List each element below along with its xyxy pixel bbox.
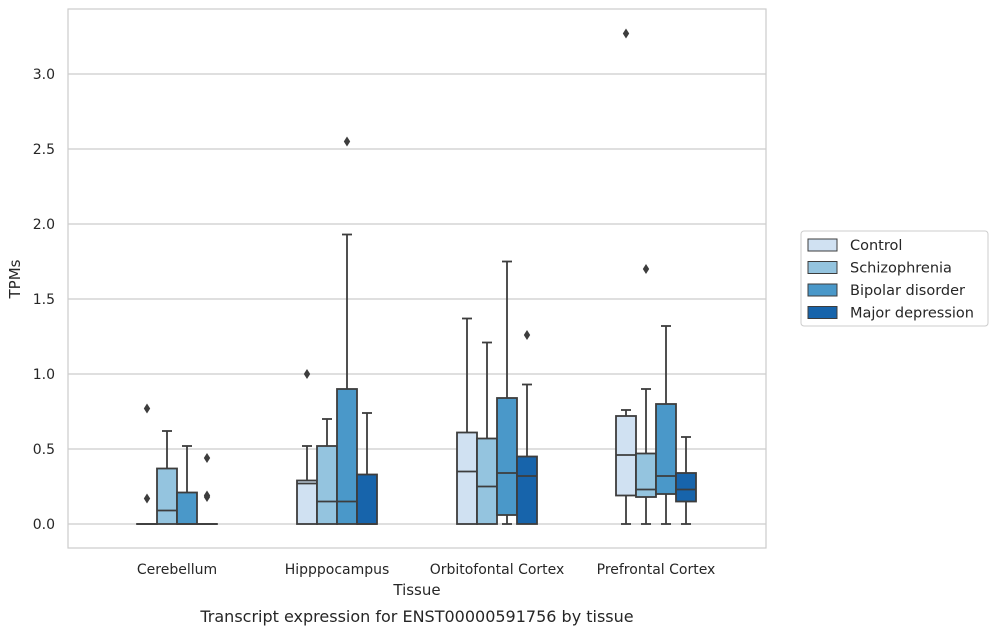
legend: Control Schizophrenia Bipolar disorder Majo… bbox=[800, 230, 989, 327]
y-tick-labels: 0.0 0.5 1.0 1.5 2.0 2.5 3.0 bbox=[33, 67, 55, 533]
y-tick-label: 0.0 bbox=[33, 517, 55, 533]
chart-caption: Transcript expression for ENST0000059175… bbox=[199, 607, 633, 626]
box-group bbox=[176, 445, 198, 525]
outlier-point bbox=[303, 369, 311, 379]
y-tick-label: 3.0 bbox=[33, 67, 55, 83]
y-tick-label: 1.0 bbox=[33, 367, 55, 383]
plot-area-frame bbox=[67, 8, 767, 549]
box bbox=[156, 467, 178, 525]
box bbox=[516, 455, 538, 525]
legend-swatch bbox=[807, 238, 838, 252]
box bbox=[635, 452, 657, 498]
outlier-point bbox=[203, 453, 211, 463]
box bbox=[336, 388, 358, 525]
legend-label: Bipolar disorder bbox=[850, 283, 965, 299]
outlier-point bbox=[343, 136, 351, 147]
outlier-point bbox=[143, 493, 151, 504]
x-tick-label: Cerebellum bbox=[137, 562, 217, 578]
box-group bbox=[336, 136, 358, 525]
box-group bbox=[496, 260, 518, 525]
box-group bbox=[196, 453, 218, 525]
box-group bbox=[615, 28, 637, 525]
x-axis-label: Tissue bbox=[392, 581, 440, 599]
x-tick-labels: Cerebellum Hipppocampus Orbitofontal Corte… bbox=[137, 562, 715, 578]
legend-swatch bbox=[807, 306, 838, 319]
x-tick-label: Prefrontal Cortex bbox=[597, 562, 716, 578]
box bbox=[675, 472, 697, 503]
box-group bbox=[635, 264, 657, 525]
box bbox=[176, 491, 198, 525]
outlier-point bbox=[523, 330, 531, 340]
box bbox=[296, 479, 318, 525]
legend-label: Schizophrenia bbox=[850, 261, 952, 277]
box-group bbox=[516, 330, 538, 525]
box bbox=[655, 403, 677, 495]
boxes bbox=[136, 28, 697, 525]
x-tick-label: Orbitofontal Cortex bbox=[430, 562, 565, 578]
outlier-point bbox=[642, 264, 650, 274]
y-tick-label: 2.5 bbox=[33, 142, 55, 158]
box bbox=[456, 431, 478, 525]
legend-label: Control bbox=[850, 238, 902, 254]
y-axis-label: TPMs bbox=[6, 259, 24, 299]
outlier-point bbox=[203, 490, 211, 501]
box-group bbox=[316, 418, 338, 525]
box-group bbox=[356, 412, 378, 525]
box-group bbox=[675, 436, 697, 525]
box bbox=[476, 437, 498, 525]
outlier-point bbox=[143, 403, 151, 414]
outlier-point bbox=[622, 28, 630, 39]
box bbox=[496, 397, 518, 516]
legend-label: Major depression bbox=[850, 306, 974, 322]
x-tick-label: Hipppocampus bbox=[285, 562, 390, 578]
box-group bbox=[655, 325, 677, 525]
legend-swatch bbox=[807, 283, 838, 297]
legend-frame bbox=[800, 230, 989, 327]
y-tick-label: 2.0 bbox=[33, 217, 55, 233]
box bbox=[356, 473, 378, 525]
legend-swatch bbox=[807, 261, 838, 274]
box bbox=[316, 445, 338, 525]
y-tick-label: 1.5 bbox=[33, 292, 55, 308]
y-tick-label: 0.5 bbox=[33, 442, 55, 458]
